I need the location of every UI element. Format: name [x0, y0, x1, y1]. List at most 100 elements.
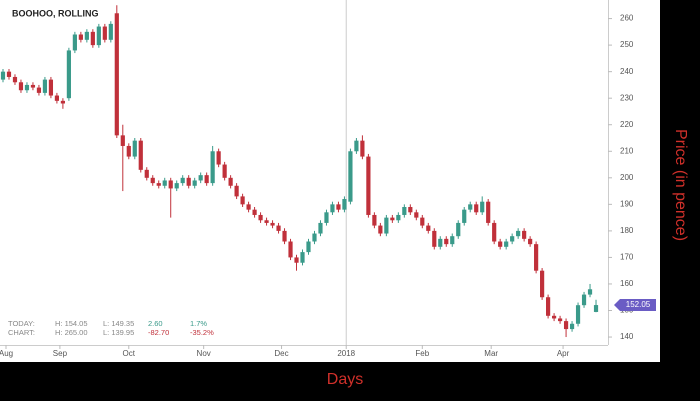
info-change: -82.70 — [148, 328, 169, 337]
y-tick-label: 180 — [620, 226, 634, 235]
candle-body — [498, 241, 503, 247]
candle-body — [96, 26, 101, 46]
candle-body — [462, 209, 467, 223]
candle-body — [468, 204, 473, 210]
y-tick-label: 220 — [620, 120, 634, 129]
candle-body — [90, 31, 95, 46]
candle-body — [330, 204, 335, 213]
y-tick-label: 200 — [620, 173, 634, 182]
info-change: 2.60 — [148, 319, 163, 328]
y-tick-label: 230 — [620, 93, 634, 102]
y-tick-label: 140 — [620, 332, 634, 341]
info-label: TODAY: — [8, 319, 35, 328]
candle-body — [216, 151, 221, 165]
chart-title: BOOHOO, ROLLING — [12, 8, 99, 18]
last-price-badge — [614, 299, 656, 312]
candle-body — [408, 207, 413, 213]
candle-body — [540, 270, 545, 298]
candle-body — [138, 140, 143, 170]
candle-body — [126, 145, 131, 157]
candle-body — [240, 196, 245, 205]
candle-body — [72, 34, 77, 51]
y-tick-label: 210 — [620, 146, 634, 155]
candle-body — [120, 135, 125, 146]
candle-body — [444, 238, 449, 245]
candle-body — [354, 140, 359, 152]
candle-body — [150, 177, 155, 184]
candle-body — [108, 23, 113, 40]
candle-body — [318, 222, 323, 234]
y-tick-label: 240 — [620, 67, 634, 76]
info-low: L: 149.35 — [103, 319, 134, 328]
candle-body — [324, 212, 329, 223]
candle-body — [180, 177, 185, 184]
candle-body — [300, 252, 305, 263]
candle-body — [186, 177, 191, 186]
candle-body — [306, 241, 311, 253]
candle-body — [78, 34, 83, 40]
candle-body — [36, 87, 42, 93]
candle-body — [593, 305, 599, 312]
candle-body — [156, 183, 161, 186]
candle-body — [378, 225, 383, 234]
candle-body — [270, 222, 275, 226]
info-panel: TODAY: H: 154.05 L: 149.35 2.60 1.7% CHART: H:… — [8, 319, 214, 337]
info-percent: 1.7% — [190, 319, 207, 328]
x-tick-label: Nov — [197, 349, 211, 358]
y-axis-label: Price (in pence) — [672, 129, 689, 241]
candle-body — [396, 214, 401, 221]
candle-body — [24, 84, 30, 91]
candle-body — [48, 79, 54, 96]
candle-body — [587, 289, 593, 295]
candle-body — [563, 321, 569, 330]
candle-body — [551, 315, 557, 319]
candle-body — [0, 71, 6, 80]
x-tick-label: Feb — [415, 349, 429, 358]
info-label: CHART: — [8, 328, 35, 337]
x-tick-label: Apr — [557, 349, 570, 358]
candle-body — [342, 199, 347, 210]
candle-body — [132, 140, 137, 157]
candle-body — [222, 164, 227, 178]
candle-body — [492, 222, 497, 242]
candle-body — [192, 180, 197, 186]
y-tick-label: 260 — [620, 14, 634, 23]
candle-body — [276, 225, 281, 231]
candle-body — [252, 209, 257, 215]
y-tick-label: 190 — [620, 199, 634, 208]
candle-body — [312, 233, 317, 242]
candle-body — [557, 318, 563, 322]
candle-body — [336, 204, 341, 210]
candle-body — [480, 201, 485, 213]
info-high: H: 265.00 — [55, 328, 88, 337]
candle-body — [144, 169, 149, 178]
x-tick-label: Mar — [484, 349, 498, 358]
y-tick-label: 250 — [620, 40, 634, 49]
candle-body — [360, 140, 365, 157]
candle-body — [366, 156, 371, 215]
candle-body — [84, 31, 89, 40]
candle-body — [198, 175, 203, 181]
candle-body — [234, 185, 239, 197]
y-tick-label: 160 — [620, 279, 634, 288]
candle-body — [510, 236, 515, 242]
candle-body — [282, 230, 287, 242]
candle-body — [581, 294, 587, 306]
candle-body — [114, 13, 119, 136]
x-tick-label: Oct — [123, 349, 136, 358]
candle-body — [426, 225, 431, 231]
y-tick-label: 170 — [620, 253, 634, 262]
candle-body — [348, 151, 353, 202]
candle-body — [258, 214, 263, 221]
candle-body — [414, 212, 419, 218]
candle-body — [522, 230, 527, 239]
candle-body — [432, 230, 437, 247]
x-tick-label: Dec — [274, 349, 288, 358]
candle-body — [456, 222, 461, 237]
candle-body — [288, 241, 293, 258]
candle-body — [528, 238, 533, 245]
candle-body — [390, 217, 395, 221]
last-price-label: 152.05 — [626, 300, 651, 309]
candle-body — [12, 76, 18, 83]
